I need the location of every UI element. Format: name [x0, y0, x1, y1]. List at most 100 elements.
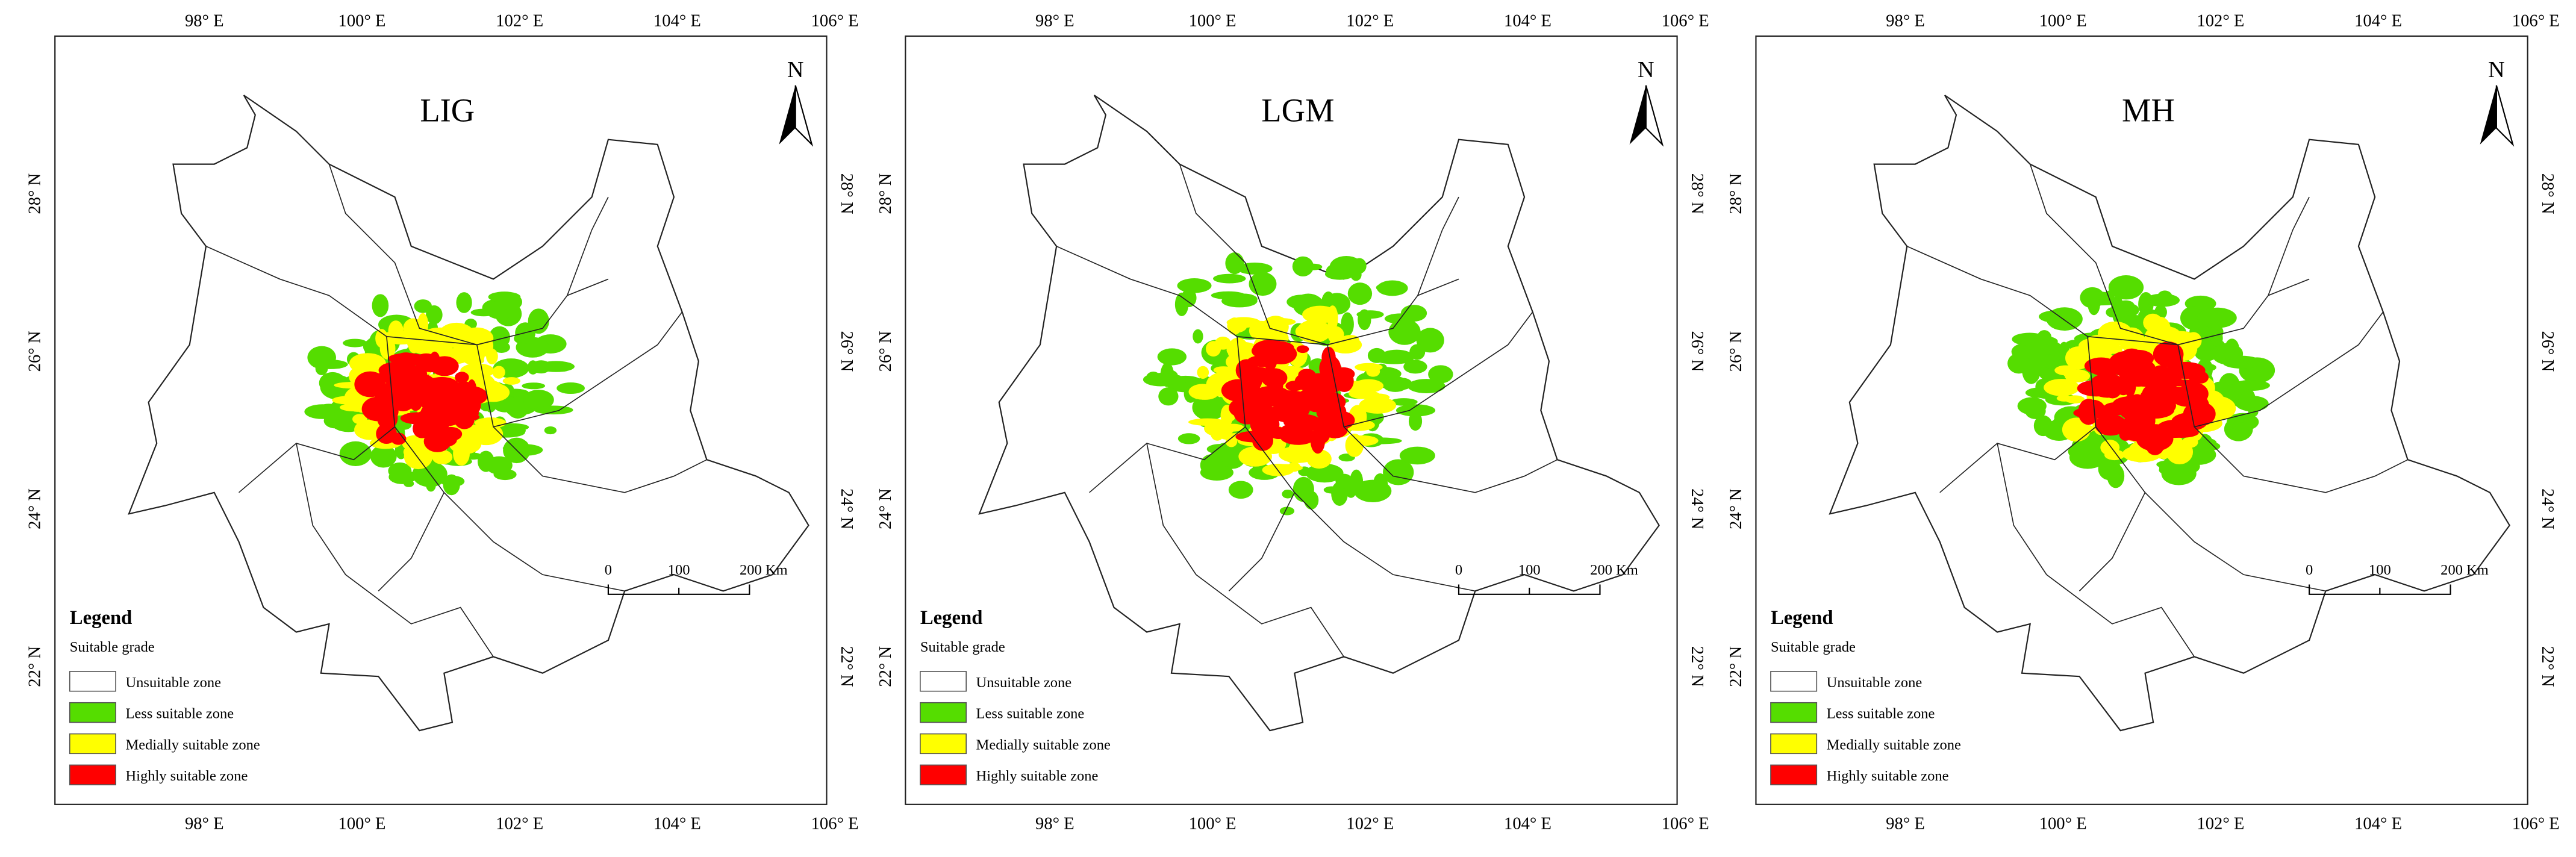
x-axis-label: 102° E [1346, 814, 1394, 834]
suitability-patch [339, 441, 372, 466]
y-axis-label: 28° N [25, 173, 45, 214]
suitability-patch [1316, 400, 1347, 423]
suitability-patch [467, 379, 477, 403]
suitability-patch [2168, 396, 2186, 404]
x-axis-label: 100° E [338, 814, 386, 834]
suitability-patch [1253, 416, 1279, 425]
panel-title: LIG [420, 92, 475, 129]
suitability-patch [1277, 393, 1312, 412]
suitability-patch [534, 405, 573, 415]
x-axis-label: 106° E [1662, 814, 1709, 834]
suitability-patch [1341, 312, 1354, 337]
suitability-patch [2041, 354, 2059, 369]
legend-label: Highly suitable zone [1827, 768, 1949, 784]
suitability-patch [411, 374, 424, 398]
x-axis-label: 104° E [2354, 814, 2402, 834]
suitability-patch [1356, 310, 1384, 319]
suitability-patch [2187, 366, 2202, 382]
scale-bar [2309, 584, 2451, 595]
suitability-patch [1200, 454, 1223, 476]
legend-label: Unsuitable zone [1827, 675, 1923, 691]
suitability-patch [388, 462, 412, 479]
legend-swatch [69, 702, 116, 723]
suitability-patch [398, 353, 412, 366]
suitability-patch [426, 432, 457, 448]
suitability-patch [1227, 317, 1242, 335]
scale-label: 200 Km [740, 562, 788, 578]
suitability-patch [1298, 369, 1316, 381]
legend-swatch [1770, 671, 1818, 692]
suitability-patch [372, 294, 389, 317]
suitability-patch [1252, 339, 1289, 360]
suitability-patch [1377, 280, 1408, 296]
north-label: N [787, 57, 804, 83]
legend-swatch [920, 671, 967, 692]
suitability-patch [500, 293, 523, 311]
legend-label: Highly suitable zone [125, 768, 248, 784]
suitability-patch [485, 456, 513, 475]
x-axis-label: 106° E [1662, 11, 1709, 31]
suitability-patch [1269, 426, 1288, 439]
legend-label: Less suitable zone [976, 706, 1085, 722]
suitability-patch [474, 417, 507, 429]
suitability-patch [1249, 320, 1273, 341]
scale-label: 100 [1518, 562, 1541, 578]
scale-label: 0 [2306, 562, 2313, 578]
legend-subtitle: Suitable grade [1771, 639, 1856, 655]
suitability-patch [544, 426, 557, 435]
legend-swatch [69, 764, 116, 785]
suitability-patch [2073, 407, 2110, 419]
suitability-patch [375, 329, 388, 348]
legend-label: Less suitable zone [125, 706, 234, 722]
suitability-patch [379, 369, 392, 383]
x-axis-label: 98° E [1035, 814, 1074, 834]
y-axis-label: 22° N [1688, 646, 1707, 687]
suitability-patch [2180, 306, 2206, 330]
legend-label: Highly suitable zone [976, 768, 1099, 784]
x-axis-label: 102° E [496, 11, 543, 31]
scale-label: 200 Km [2440, 562, 2489, 578]
suitability-patch [523, 390, 554, 410]
suitability-patch [1347, 282, 1373, 305]
suitability-patch [1327, 326, 1344, 344]
suitability-patch [1237, 262, 1273, 275]
scale-bar [1458, 584, 1601, 595]
suitability-patch [1359, 397, 1397, 414]
suitability-patch [1388, 319, 1421, 345]
suitability-patch [1345, 434, 1364, 457]
y-axis-label: 24° N [876, 488, 895, 529]
suitability-patch [340, 403, 369, 412]
suitability-patch [1310, 428, 1326, 454]
suitability-patch [1407, 379, 1445, 393]
suitability-patch [1399, 446, 1435, 465]
suitability-patch [1382, 376, 1409, 392]
suitability-patch [1296, 319, 1332, 343]
suitability-patch [1197, 366, 1209, 379]
suitability-patch [1355, 363, 1383, 372]
suitability-patch [492, 366, 505, 379]
suitability-patch [2224, 338, 2240, 361]
y-axis-label: 24° N [1688, 488, 1707, 529]
y-axis-label: 26° N [1688, 331, 1707, 372]
suitability-patch [2210, 329, 2223, 347]
north-arrow [1629, 85, 1646, 145]
suitability-patch [1376, 476, 1388, 493]
north-label: N [2488, 57, 2505, 83]
suitability-patch [2150, 367, 2182, 390]
panel-title: LGM [1261, 92, 1334, 129]
suitability-patch [522, 382, 546, 390]
map-panel: MH N 98° E 98° E 100° E 100° E 102° E 102° E 104… [1726, 11, 2560, 834]
x-axis-label: 100° E [2039, 11, 2087, 31]
suitability-patch [2122, 304, 2139, 317]
suitability-patch [2171, 413, 2207, 431]
legend-subtitle: Suitable grade [920, 639, 1005, 655]
suitability-patch [2163, 331, 2194, 339]
suitability-patch [2098, 321, 2133, 346]
x-axis-label: 106° E [2512, 11, 2560, 31]
suitability-patch [1225, 252, 1244, 275]
suitability-patch [1321, 346, 1336, 369]
suitability-patch [414, 412, 448, 420]
y-axis-label: 26° N [876, 331, 895, 372]
